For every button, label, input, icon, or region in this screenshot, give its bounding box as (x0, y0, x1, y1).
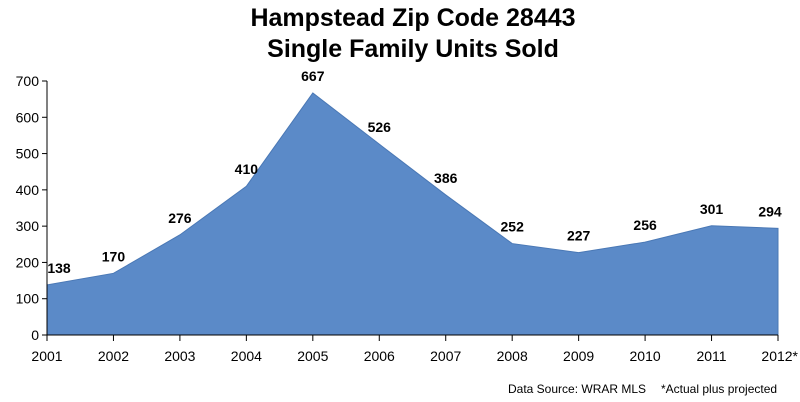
x-tick-label: 2005 (297, 348, 328, 364)
x-tick-label: 2006 (364, 348, 395, 364)
chart-title-line-2: Single Family Units Sold (267, 35, 559, 63)
y-tick-label: 300 (16, 218, 40, 234)
x-tick-label: 2007 (430, 348, 461, 364)
data-label: 294 (758, 203, 782, 219)
x-tick-label: 2002 (98, 348, 129, 364)
data-label: 170 (102, 248, 126, 264)
y-tick-label: 0 (31, 327, 39, 343)
footnote: *Actual plus projected (661, 382, 777, 396)
x-tick-label: 2010 (630, 348, 661, 364)
y-tick-label: 100 (16, 291, 40, 307)
x-tick-label: 2012* (761, 348, 798, 364)
x-tick-label: 2008 (497, 348, 528, 364)
data-label: 301 (700, 201, 724, 217)
data-label: 276 (168, 210, 192, 226)
data-label: 410 (235, 161, 259, 177)
data-label: 386 (434, 170, 458, 186)
chart-title-line-1: Hampstead Zip Code 28443 (250, 4, 575, 32)
data-label: 667 (301, 68, 325, 84)
x-tick-label: 2001 (31, 348, 62, 364)
x-axis-ticks: 2001 2002 2003 2004 2005 2006 2007 2008 2009 2010… (31, 335, 799, 364)
data-label: 526 (368, 119, 392, 135)
data-labels: 138 170 276 410 667 526 386 252 227 256 301 294 (47, 68, 782, 276)
data-label: 256 (633, 217, 657, 233)
data-label: 252 (501, 219, 525, 235)
y-axis-ticks: 0 100 200 300 400 500 600 700 (16, 73, 47, 343)
source-note: Data Source: WRAR MLS (508, 382, 646, 396)
y-tick-label: 500 (16, 146, 40, 162)
y-tick-label: 600 (16, 109, 40, 125)
data-label: 227 (567, 228, 591, 244)
x-tick-label: 2009 (563, 348, 594, 364)
x-tick-label: 2004 (231, 348, 262, 364)
x-tick-label: 2003 (164, 348, 195, 364)
area-series (46, 92, 779, 336)
y-tick-label: 700 (16, 73, 40, 89)
y-tick-label: 400 (16, 182, 40, 198)
y-tick-label: 200 (16, 254, 40, 270)
x-tick-label: 2011 (696, 348, 726, 364)
data-label: 138 (47, 260, 71, 276)
